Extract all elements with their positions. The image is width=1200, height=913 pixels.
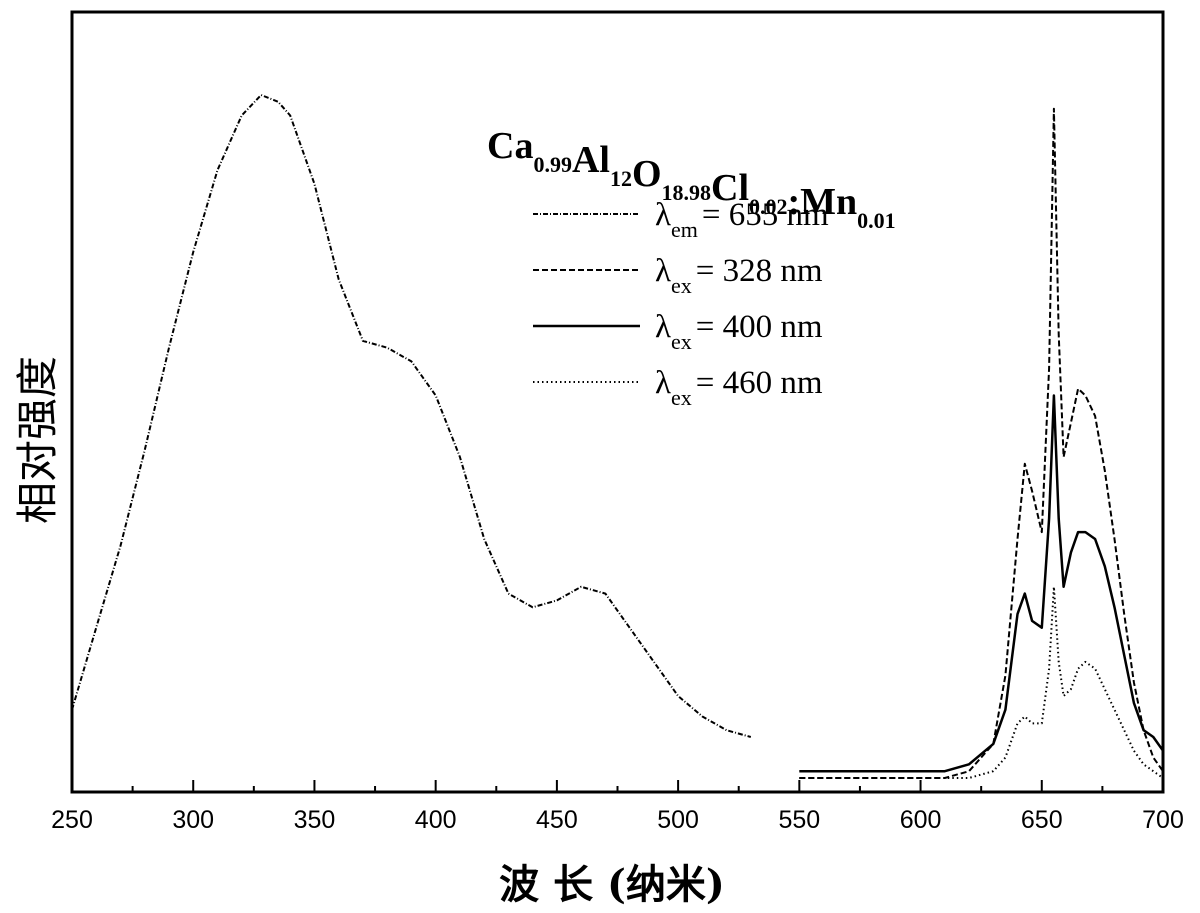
x-axis-title: 波 长 (纳米) xyxy=(499,861,725,908)
x-tick-label: 600 xyxy=(900,806,942,834)
legend-entry-1: λem = 655 nm xyxy=(655,197,829,242)
y-axis-title: 相对强度 xyxy=(13,356,62,524)
series-line-1 xyxy=(71,94,752,738)
legend-entry-2: λex = 328 nm xyxy=(655,253,823,298)
series-line-4 xyxy=(799,585,1164,779)
x-tick-label: 700 xyxy=(1142,806,1184,834)
x-tick-label: 350 xyxy=(294,806,336,834)
x-tick-label: 250 xyxy=(51,806,93,834)
x-axis: 250 300 350 400 450 500 550 600 650 700 xyxy=(51,780,1184,834)
x-tick-label: 300 xyxy=(172,806,214,834)
legend-entry-3: λex = 400 nm xyxy=(655,309,823,354)
series-line-3 xyxy=(799,394,1165,773)
x-tick-label: 550 xyxy=(778,806,820,834)
x-tick-label: 450 xyxy=(536,806,578,834)
x-tick-label: 500 xyxy=(657,806,699,834)
legend-title: Ca0.99Al12O18.98Cl0.02:Mn0.01 xyxy=(487,125,896,233)
series-layer xyxy=(71,94,1165,779)
x-tick-label: 400 xyxy=(415,806,457,834)
legend-entry-4: λex = 460 nm xyxy=(655,365,823,410)
x-tick-label: 650 xyxy=(1021,806,1063,834)
